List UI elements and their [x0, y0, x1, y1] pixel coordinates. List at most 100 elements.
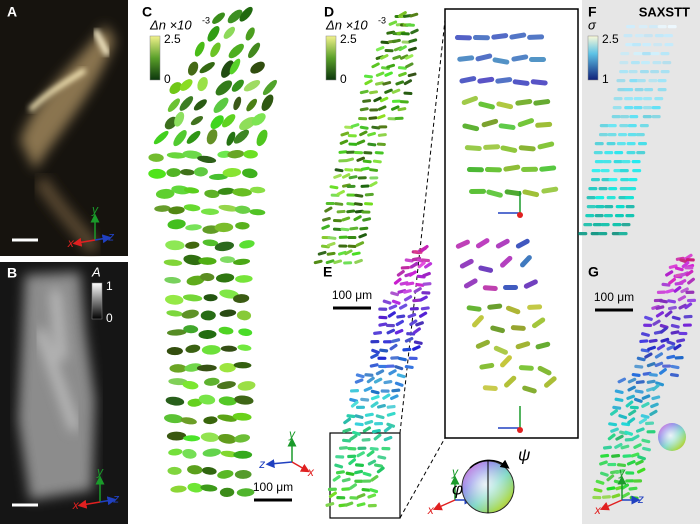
- glyph: [651, 106, 661, 110]
- glyph: [377, 404, 386, 409]
- glyph: [644, 352, 653, 359]
- glyph: [326, 251, 336, 256]
- glyph: [366, 376, 375, 384]
- glyph: [236, 488, 255, 497]
- glyph: [325, 201, 335, 205]
- inset-glyph: [482, 285, 498, 292]
- glyph: [377, 133, 387, 137]
- glyph: [408, 38, 418, 44]
- glyph: [250, 186, 266, 194]
- glyph: [619, 70, 629, 74]
- glyph: [620, 115, 630, 119]
- glyph: [634, 34, 644, 38]
- glyph: [236, 310, 252, 321]
- glyph: [242, 168, 258, 179]
- glyph: [652, 319, 661, 326]
- glyph: [643, 97, 653, 101]
- glyph: [374, 463, 383, 468]
- glyph: [623, 34, 633, 38]
- glyph: [660, 337, 670, 343]
- glyph: [601, 495, 611, 499]
- glyph: [384, 49, 394, 53]
- inset-glyph: [500, 145, 518, 153]
- glyph: [405, 281, 415, 286]
- glyph: [646, 361, 656, 368]
- glyph: [167, 466, 182, 475]
- axis-arrow: [72, 237, 96, 247]
- axis-label: x: [594, 503, 602, 517]
- glyph: [356, 493, 366, 499]
- glyph: [338, 235, 348, 239]
- axis-label: x: [67, 236, 75, 250]
- colorbar-title: Δn ×10: [325, 17, 368, 32]
- glyph: [347, 454, 357, 459]
- glyph: [379, 348, 389, 353]
- glyph: [620, 178, 630, 182]
- glyph: [382, 393, 391, 400]
- glyph: [347, 134, 357, 138]
- sample-streak: [92, 28, 111, 57]
- glyph: [598, 187, 608, 191]
- glyph: [681, 261, 690, 269]
- glyph: [180, 417, 197, 425]
- glyph: [198, 330, 217, 339]
- glyph: [600, 453, 610, 458]
- glyph: [625, 400, 634, 408]
- glyph: [404, 336, 414, 343]
- glyph: [357, 176, 367, 180]
- inset-glyph: [523, 279, 538, 289]
- glyph: [210, 42, 221, 58]
- glyph: [360, 184, 370, 188]
- glyph: [388, 369, 397, 376]
- glyph: [324, 206, 333, 213]
- glyph: [357, 446, 367, 450]
- glyph: [239, 240, 255, 249]
- axis-label: x: [427, 503, 435, 517]
- glyph: [614, 397, 624, 402]
- glyph: [662, 364, 672, 368]
- glyph: [239, 117, 257, 131]
- glyph: [333, 173, 342, 179]
- glyph: [214, 222, 234, 233]
- glyph: [615, 205, 625, 209]
- glyph: [651, 395, 661, 401]
- glyph: [243, 150, 258, 159]
- glyph: [333, 259, 343, 265]
- glyph: [668, 264, 678, 269]
- glyph: [636, 356, 646, 362]
- glyph: [670, 323, 680, 329]
- glyph: [163, 414, 184, 424]
- glyph: [374, 421, 384, 426]
- colorbar: [587, 35, 599, 81]
- glyph: [375, 71, 385, 77]
- glyph: [181, 309, 199, 319]
- glyph: [371, 348, 380, 355]
- axis-label: z: [107, 229, 114, 243]
- glyph: [182, 294, 203, 302]
- psi-arrow: [469, 459, 510, 469]
- glyph: [148, 168, 166, 179]
- glyph: [348, 483, 357, 490]
- inset-glyph: [481, 118, 499, 128]
- glyph: [652, 61, 662, 65]
- glyph: [612, 405, 622, 410]
- glyph: [168, 206, 185, 215]
- glyph: [641, 401, 650, 408]
- glyph: [336, 209, 346, 214]
- glyph: [166, 152, 187, 159]
- glyph: [371, 125, 381, 130]
- glyph: [615, 469, 625, 474]
- glyph: [200, 272, 215, 282]
- glyph: [598, 232, 608, 236]
- scale-bar-label: 100 μm: [253, 480, 293, 494]
- inset-glyph: [477, 76, 495, 84]
- inset-glyph: [544, 376, 557, 388]
- glyph: [165, 240, 185, 251]
- glyph: [678, 303, 687, 310]
- glyph: [634, 364, 644, 369]
- glyph: [592, 495, 602, 500]
- glyph: [347, 446, 357, 451]
- glyph: [624, 430, 634, 436]
- glyph: [362, 426, 372, 433]
- glyph: [362, 217, 372, 222]
